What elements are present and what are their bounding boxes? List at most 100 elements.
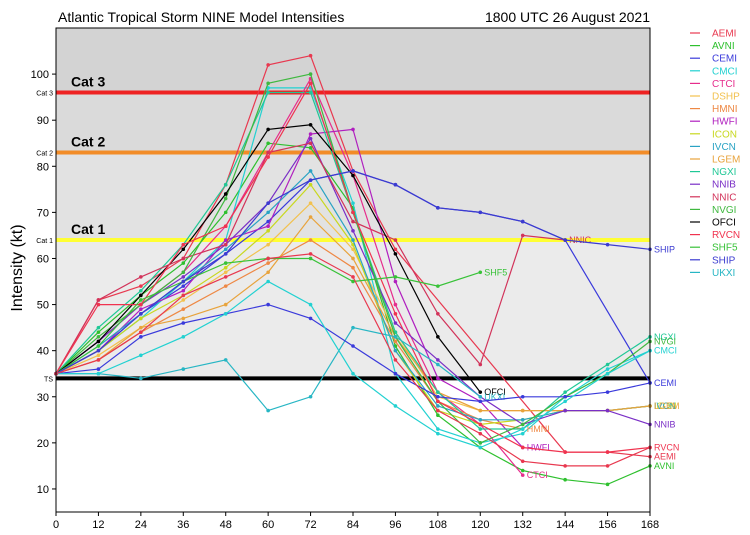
- point-extra-22-8: [393, 358, 398, 362]
- point-hwfi-4: [223, 238, 228, 242]
- point-avni-5: [266, 141, 270, 146]
- point-cemi-5: [266, 219, 270, 224]
- point-extra-20-8: [393, 371, 398, 376]
- x-tick-60: 60: [262, 519, 274, 531]
- legend-label-ship: SHIP: [712, 255, 736, 266]
- point-avni-9: [436, 413, 440, 418]
- y-tick-70: 70: [37, 207, 49, 219]
- y-tick-30: 30: [37, 392, 49, 404]
- point-hmni-6: [308, 238, 313, 242]
- point-ship-9: [436, 205, 440, 210]
- point-ngxi-1: [96, 325, 101, 330]
- point-icon-6: [308, 182, 313, 187]
- point-shf5-4: [223, 261, 228, 265]
- point-hmni-8: [393, 339, 398, 344]
- point-rvcn-7: [351, 210, 355, 215]
- point-nnic-8: [393, 238, 398, 242]
- threshold-side-label-cat-1: Cat 1: [36, 238, 53, 245]
- point-nnic-11: [520, 233, 525, 238]
- point-dshp-6: [308, 201, 313, 205]
- end-label-icon: ICON: [654, 401, 677, 411]
- point-aemi-6: [308, 53, 313, 58]
- point-extra-21-11: [520, 427, 525, 431]
- point-ngxi-6: [308, 90, 313, 95]
- point-extra-21-7: [351, 371, 355, 376]
- x-tick-84: 84: [347, 519, 359, 531]
- threshold-lines: TS Cat 1 Cat 1 Cat 2 Cat 2 Cat 3 Cat 3: [36, 74, 650, 383]
- point-hwfi-2: [139, 307, 143, 311]
- point-lgem-7: [351, 256, 355, 261]
- point-rvcn-13: [605, 450, 610, 454]
- end-label-ngxi: NGXI: [654, 332, 676, 342]
- end-label-nnic: NNIC: [569, 235, 591, 245]
- point-extra-20-1: [96, 367, 101, 371]
- point-shf5-10: [478, 270, 483, 275]
- point-shf5-6: [308, 256, 313, 261]
- point-nvgi-4: [223, 196, 228, 201]
- legend-label-ofci: OFCI: [712, 218, 736, 229]
- legend-label-nvgi: NVGI: [712, 205, 736, 216]
- point-avni-1: [96, 330, 101, 335]
- band-3: [56, 28, 650, 93]
- point-ctci-11: [520, 473, 525, 477]
- point-extra-22-1: [96, 358, 101, 362]
- point-extra-20-3: [181, 321, 186, 325]
- point-rvcn-11: [520, 445, 525, 450]
- point-shf5-8: [393, 275, 398, 279]
- chart-datetime: 1800 UTC 26 August 2021: [485, 9, 650, 25]
- point-hwfi-3: [181, 288, 186, 293]
- point-ukxi-7: [351, 325, 355, 330]
- point-nnic-3: [181, 256, 186, 261]
- axes: 0 12 24 36 48 60 72 84 96 108 120 132 144 156 168 10 20 3…: [31, 27, 659, 531]
- point-lgem-2: [139, 325, 143, 330]
- legend-label-shf5: SHF5: [712, 243, 738, 254]
- point-shf5-2: [139, 298, 143, 302]
- point-nnib-9: [436, 358, 440, 362]
- point-avni-4: [223, 210, 228, 215]
- point-ofci-8: [393, 252, 398, 256]
- point-ofci-10: [478, 390, 483, 394]
- end-label-hmni: HMNI: [527, 424, 550, 434]
- point-nvgi-10: [478, 441, 483, 445]
- point-icon-5: [266, 229, 270, 233]
- point-extra-22-11: [520, 459, 525, 464]
- end-label-avni: AVNI: [654, 461, 674, 471]
- band-1: [56, 152, 650, 241]
- point-hmni-3: [181, 307, 186, 311]
- y-tick-100: 100: [31, 69, 49, 81]
- point-ivcn-11: [520, 418, 525, 422]
- point-ukxi-3: [181, 367, 186, 371]
- point-ofci-1: [96, 339, 101, 344]
- threshold-label-cat-2: Cat 2: [71, 133, 105, 149]
- legend-label-ngxi: NGXI: [712, 167, 736, 178]
- point-shf5-7: [351, 279, 355, 284]
- point-rvcn-2: [139, 302, 143, 307]
- point-ivcn-6: [308, 169, 313, 173]
- point-lgem-4: [223, 302, 228, 307]
- point-nnib-8: [393, 321, 398, 325]
- x-tick-108: 108: [429, 519, 447, 531]
- end-label-nvgi: NVGI: [654, 336, 676, 346]
- band-2: [56, 92, 650, 153]
- point-extra-20-6: [308, 316, 313, 321]
- end-label-hwfi: HWFI: [527, 442, 550, 452]
- point-ukxi-2: [139, 376, 143, 381]
- point-ship-11: [520, 219, 525, 224]
- chart-title: Atlantic Tropical Storm NINE Model Inten…: [58, 9, 344, 25]
- point-nnic-5: [266, 150, 270, 155]
- point-cmci-13: [605, 367, 610, 371]
- point-extra-22-2: [139, 330, 143, 335]
- point-lgem-11: [520, 408, 525, 413]
- point-hwfi-6: [308, 132, 313, 136]
- point-avni-13: [605, 482, 610, 487]
- point-ukxi-6: [308, 394, 313, 399]
- point-rvcn-3: [181, 242, 186, 247]
- legend-label-dshp: DSHP: [712, 92, 740, 103]
- point-extra-22-9: [436, 408, 440, 413]
- point-extra-20-2: [139, 335, 143, 339]
- point-ivcn-10: [478, 418, 483, 422]
- point-nvgi-6: [308, 72, 313, 76]
- point-nnib-6: [308, 136, 313, 141]
- y-tick-80: 80: [37, 161, 49, 173]
